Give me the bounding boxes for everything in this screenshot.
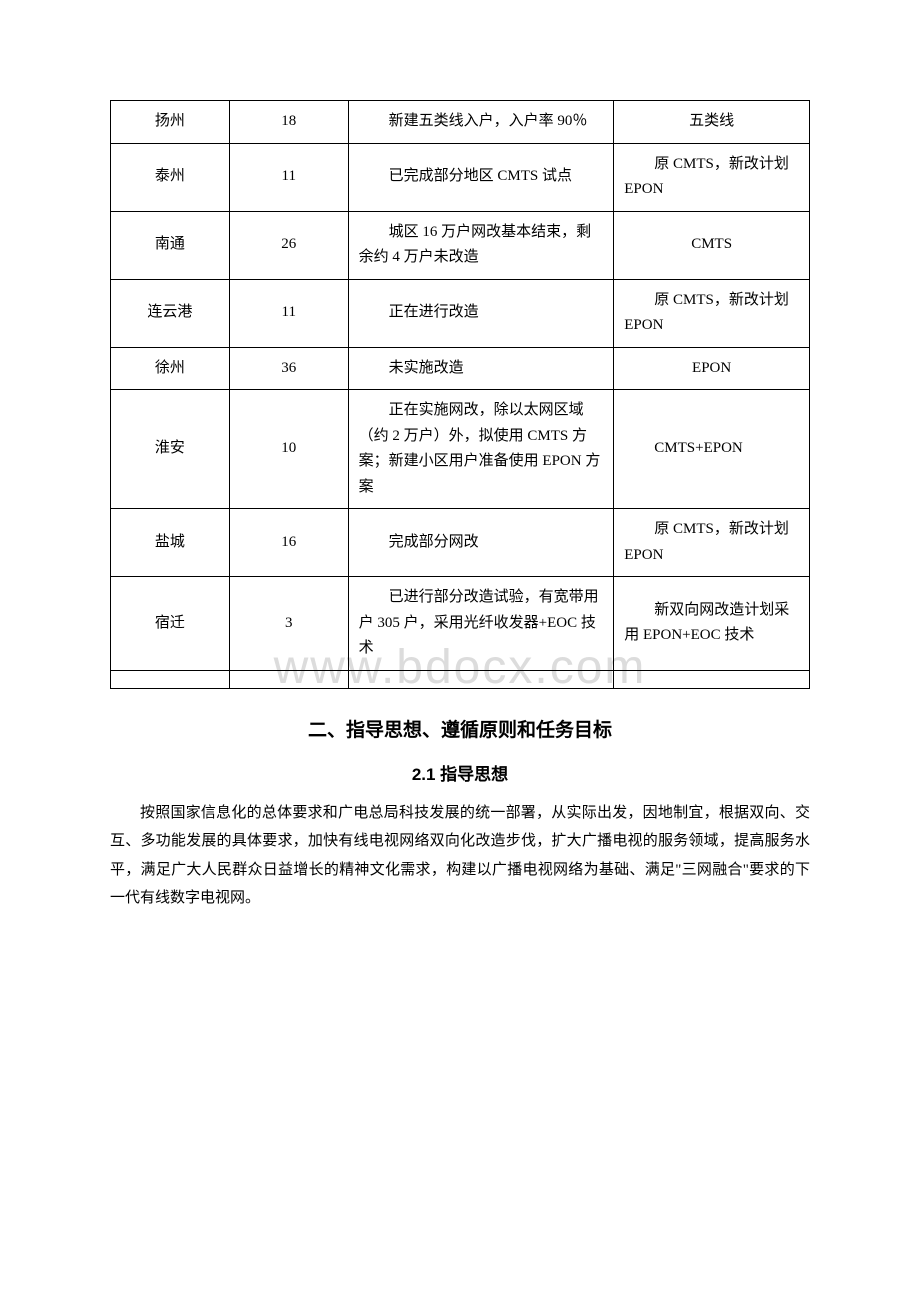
tech-cell: 原 CMTS，新改计划 EPON (614, 279, 810, 347)
city-cell: 宿迁 (111, 577, 230, 671)
city-cell: 徐州 (111, 347, 230, 390)
table-row: 盐城16完成部分网改原 CMTS，新改计划 EPON (111, 509, 810, 577)
city-cell: 连云港 (111, 279, 230, 347)
empty-cell (111, 670, 230, 688)
table-row: 泰州11已完成部分地区 CMTS 试点原 CMTS，新改计划 EPON (111, 143, 810, 211)
count-cell: 16 (229, 509, 348, 577)
section-heading: 二、指导思想、遵循原则和任务目标 (110, 715, 810, 742)
status-cell: 未实施改造 (348, 347, 614, 390)
status-cell: 正在进行改造 (348, 279, 614, 347)
city-cell: 泰州 (111, 143, 230, 211)
tech-cell: 五类线 (614, 101, 810, 144)
empty-cell (348, 670, 614, 688)
status-cell: 新建五类线入户，入户率 90％ (348, 101, 614, 144)
city-cell: 南通 (111, 211, 230, 279)
count-cell: 11 (229, 143, 348, 211)
table-row: 淮安10正在实施网改，除以太网区域（约 2 万户）外，拟使用 CMTS 方案；新… (111, 390, 810, 509)
count-cell: 26 (229, 211, 348, 279)
status-cell: 已完成部分地区 CMTS 试点 (348, 143, 614, 211)
table-row: 扬州18新建五类线入户，入户率 90％五类线 (111, 101, 810, 144)
city-cell: 淮安 (111, 390, 230, 509)
table-row: 宿迁3已进行部分改造试验，有宽带用户 305 户，采用光纤收发器+EOC 技术新… (111, 577, 810, 671)
empty-cell (614, 670, 810, 688)
count-cell: 10 (229, 390, 348, 509)
network-status-table: 扬州18新建五类线入户，入户率 90％五类线泰州11已完成部分地区 CMTS 试… (110, 100, 810, 689)
tech-cell: 新双向网改造计划采用 EPON+EOC 技术 (614, 577, 810, 671)
count-cell: 3 (229, 577, 348, 671)
subsection-heading: 2.1 指导思想 (110, 760, 810, 785)
status-cell: 正在实施网改，除以太网区域（约 2 万户）外，拟使用 CMTS 方案；新建小区用… (348, 390, 614, 509)
guiding-thought-paragraph: 按照国家信息化的总体要求和广电总局科技发展的统一部署，从实际出发，因地制宜，根据… (110, 799, 810, 913)
table-row: 徐州36未实施改造EPON (111, 347, 810, 390)
count-cell: 18 (229, 101, 348, 144)
table-row: 连云港11正在进行改造原 CMTS，新改计划 EPON (111, 279, 810, 347)
status-cell: 完成部分网改 (348, 509, 614, 577)
city-cell: 扬州 (111, 101, 230, 144)
empty-cell (229, 670, 348, 688)
status-cell: 已进行部分改造试验，有宽带用户 305 户，采用光纤收发器+EOC 技术 (348, 577, 614, 671)
count-cell: 36 (229, 347, 348, 390)
city-cell: 盐城 (111, 509, 230, 577)
tech-cell: CMTS (614, 211, 810, 279)
status-cell: 城区 16 万户网改基本结束，剩余约 4 万户未改造 (348, 211, 614, 279)
table-row: 南通26城区 16 万户网改基本结束，剩余约 4 万户未改造CMTS (111, 211, 810, 279)
count-cell: 11 (229, 279, 348, 347)
tech-cell: EPON (614, 347, 810, 390)
tech-cell: 原 CMTS，新改计划 EPON (614, 143, 810, 211)
tech-cell: 原 CMTS，新改计划 EPON (614, 509, 810, 577)
table-row-empty (111, 670, 810, 688)
tech-cell: CMTS+EPON (614, 390, 810, 509)
